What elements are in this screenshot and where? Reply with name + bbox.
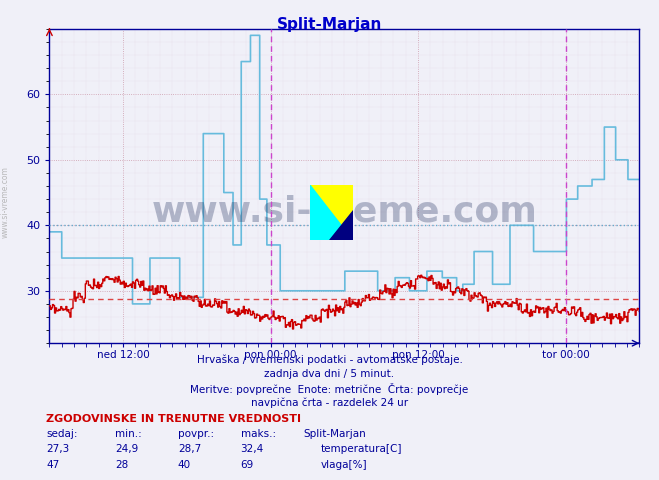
Text: 69: 69: [241, 460, 254, 470]
Text: tor 00:00: tor 00:00: [542, 350, 589, 360]
Text: 32,4: 32,4: [241, 444, 264, 455]
Text: 28,7: 28,7: [178, 444, 201, 455]
Text: 24,9: 24,9: [115, 444, 138, 455]
Text: Split-Marjan: Split-Marjan: [277, 17, 382, 32]
Text: ZGODOVINSKE IN TRENUTNE VREDNOSTI: ZGODOVINSKE IN TRENUTNE VREDNOSTI: [46, 414, 301, 424]
Text: Hrvaška / vremenski podatki - avtomatske postaje.: Hrvaška / vremenski podatki - avtomatske…: [196, 354, 463, 365]
Text: maks.:: maks.:: [241, 429, 275, 439]
Text: vlaga[%]: vlaga[%]: [320, 460, 367, 470]
Text: 40: 40: [178, 460, 191, 470]
Text: 27,3: 27,3: [46, 444, 69, 455]
Text: www.si-vreme.com: www.si-vreme.com: [1, 166, 10, 238]
Text: pon 12:00: pon 12:00: [391, 350, 444, 360]
Text: min.:: min.:: [115, 429, 142, 439]
Text: Split-Marjan: Split-Marjan: [303, 429, 366, 439]
Polygon shape: [329, 210, 353, 240]
Text: Meritve: povprečne  Enote: metrične  Črta: povprečje: Meritve: povprečne Enote: metrične Črta:…: [190, 383, 469, 395]
Text: navpična črta - razdelek 24 ur: navpična črta - razdelek 24 ur: [251, 397, 408, 408]
Text: pon 00:00: pon 00:00: [244, 350, 297, 360]
Text: 28: 28: [115, 460, 129, 470]
Text: povpr.:: povpr.:: [178, 429, 214, 439]
Polygon shape: [310, 185, 353, 240]
Text: 47: 47: [46, 460, 59, 470]
Text: zadnja dva dni / 5 minut.: zadnja dva dni / 5 minut.: [264, 369, 395, 379]
Text: sedaj:: sedaj:: [46, 429, 78, 439]
Text: www.si-vreme.com: www.si-vreme.com: [152, 194, 537, 228]
Text: ned 12:00: ned 12:00: [97, 350, 150, 360]
Polygon shape: [310, 185, 353, 240]
Text: temperatura[C]: temperatura[C]: [320, 444, 402, 455]
